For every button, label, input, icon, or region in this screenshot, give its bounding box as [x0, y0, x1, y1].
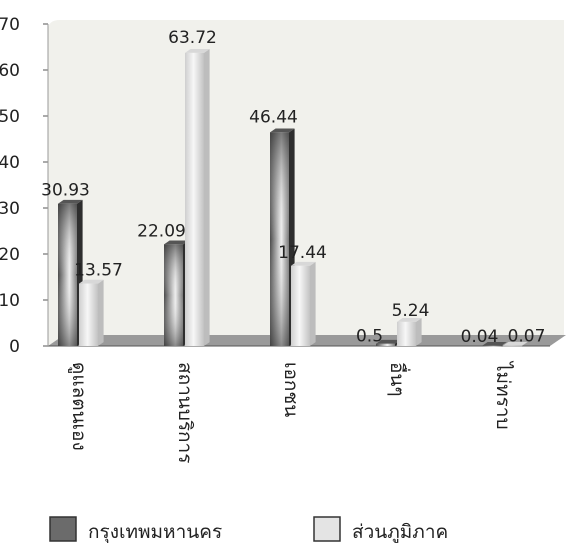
data-label: 30.93 — [41, 181, 90, 201]
x-tick-label: ดูแลตนเอง — [68, 362, 90, 451]
bars — [58, 49, 528, 347]
bar-side — [522, 341, 528, 346]
x-tick-label: ไม่ทราบ — [492, 360, 514, 430]
bar-top — [376, 339, 401, 344]
x-axis: ดูแลตนเอง สถานบริการ เอกชน อื่นๆ ไม่ทราบ — [68, 360, 514, 463]
x-tick-label: เอกชน — [280, 362, 302, 417]
legend-swatch — [49, 516, 77, 542]
y-tick-label: 20 — [0, 245, 20, 265]
bar-front — [482, 345, 501, 347]
legend-label: กรุงเทพมหานคร — [88, 521, 222, 544]
bar-side — [98, 279, 104, 346]
bar-top — [291, 261, 316, 266]
bar-side — [501, 341, 507, 346]
bar-top — [397, 318, 422, 322]
bar-top — [58, 199, 83, 204]
data-label: 22.09 — [137, 221, 186, 241]
bar-front — [185, 52, 204, 346]
y-tick-label: 0 — [9, 337, 20, 357]
bar-front — [397, 321, 416, 346]
bar-side — [204, 49, 210, 347]
data-label: 5.24 — [392, 301, 430, 321]
bar-top — [185, 49, 210, 53]
bar-shade — [270, 132, 289, 346]
data-label: 17.44 — [278, 243, 327, 263]
y-tick-label: 40 — [0, 153, 20, 173]
x-tick-label: สถานบริการ — [174, 362, 196, 463]
bar-front — [291, 265, 310, 346]
bar-regional — [397, 318, 422, 346]
legend-swatch — [313, 516, 341, 542]
y-tick-label: 30 — [0, 199, 20, 219]
bar-shade — [58, 203, 77, 346]
data-label: 0.5 — [356, 327, 383, 347]
bar-side — [310, 261, 316, 346]
bar-regional — [291, 261, 316, 346]
bar-bangkok — [58, 199, 83, 346]
bar-bangkok — [164, 240, 189, 346]
bar-regional — [79, 279, 104, 346]
bar-top — [79, 279, 104, 284]
y-tick-label: 70 — [0, 15, 20, 35]
legend-label: ส่วนภูมิภาค — [352, 521, 448, 543]
legend: กรุงเทพมหานคร ส่วนภูมิภาค — [49, 516, 448, 544]
bar-top — [482, 341, 507, 346]
data-labels: 30.93 13.57 22.09 63.72 46.44 17.44 0.5 5.24 0.0… — [41, 28, 545, 347]
y-axis: 0 10 20 30 40 50 60 70 — [0, 15, 49, 357]
bar-bangkok — [482, 341, 507, 347]
x-tick-label: อื่นๆ — [386, 362, 411, 397]
bar-top — [503, 341, 528, 346]
data-label: 13.57 — [74, 261, 123, 281]
bar-side — [416, 318, 422, 346]
bar-front — [503, 345, 522, 347]
bar-top — [164, 240, 189, 245]
bar-front — [79, 283, 98, 346]
y-tick-label: 10 — [0, 291, 20, 311]
data-label: 0.04 — [461, 327, 499, 347]
data-label: 46.44 — [249, 107, 298, 127]
bar-top — [270, 128, 295, 133]
bar-regional — [503, 341, 528, 347]
bar-regional — [185, 49, 210, 347]
y-tick-label: 60 — [0, 61, 20, 81]
bar-bangkok — [270, 128, 295, 346]
y-tick-label: 50 — [0, 107, 20, 127]
bar-front — [376, 343, 395, 346]
bar-shade — [164, 244, 183, 346]
data-label: 63.72 — [168, 28, 217, 48]
data-label: 0.07 — [508, 327, 546, 347]
